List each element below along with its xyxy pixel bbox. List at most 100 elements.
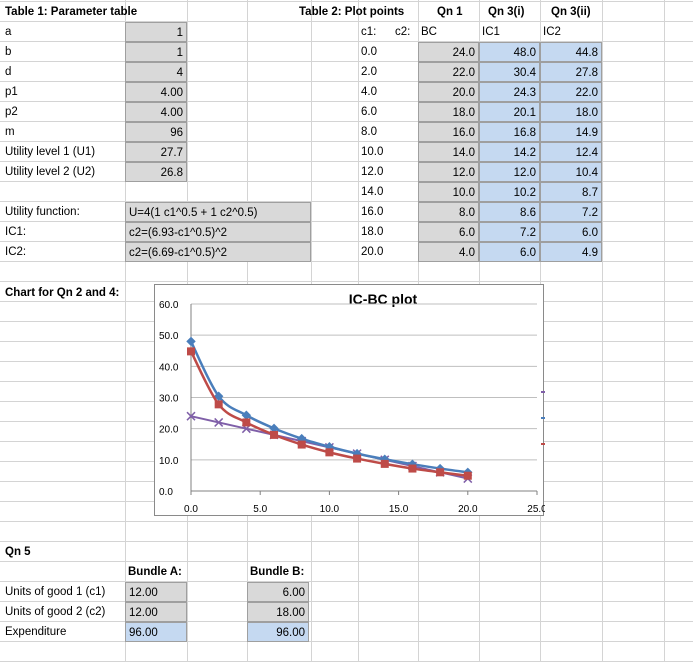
bc-header: BC — [421, 26, 437, 38]
bc-value[interactable]: 20.0 — [418, 82, 479, 102]
param-value-p1[interactable]: 4.00 — [125, 82, 187, 102]
x-tick-label: 0.0 — [184, 504, 198, 515]
gridline-row — [0, 201, 693, 202]
param-value-u1[interactable]: 27.7 — [125, 142, 187, 162]
gridline-col — [602, 0, 603, 661]
ic1-value[interactable]: 24.3 — [479, 82, 540, 102]
ic1-value[interactable]: 7.2 — [479, 222, 540, 242]
ic2-value[interactable]: 44.8 — [540, 42, 602, 62]
bc-value[interactable]: 6.0 — [418, 222, 479, 242]
y-tick-label: 40.0 — [159, 362, 179, 373]
param-label-b: b — [5, 46, 12, 58]
c1-header: c1: — [361, 26, 377, 38]
bc-value[interactable]: 10.0 — [418, 182, 479, 202]
bc-value[interactable]: 22.0 — [418, 62, 479, 82]
param-value-a[interactable]: 1 — [125, 22, 187, 42]
bc-value[interactable]: 14.0 — [418, 142, 479, 162]
ic2-value[interactable]: 4.9 — [540, 242, 602, 262]
ic1-value[interactable]: 14.2 — [479, 142, 540, 162]
ic1-value[interactable]: 6.0 — [479, 242, 540, 262]
data-point-ic2 — [325, 448, 334, 457]
table2-title: Table 2: Plot points — [299, 6, 405, 18]
c1-value[interactable]: 16.0 — [361, 206, 384, 218]
ic2-function-value[interactable]: c2=(6.69-c1^0.5)^2 — [125, 242, 311, 262]
data-point-ic2 — [408, 464, 417, 473]
c1-value[interactable]: 18.0 — [361, 226, 384, 238]
ic1-header: IC1 — [482, 26, 500, 38]
ic1-value[interactable]: 8.6 — [479, 202, 540, 222]
bc-value[interactable]: 16.0 — [418, 122, 479, 142]
bc-value[interactable]: 12.0 — [418, 162, 479, 182]
y-tick-label: 0.0 — [159, 487, 173, 498]
param-value-u2[interactable]: 26.8 — [125, 162, 187, 182]
ic2-value[interactable]: 14.9 — [540, 122, 602, 142]
c1-value[interactable]: 20.0 — [361, 246, 384, 258]
qn1-header: Qn 1 — [437, 6, 463, 18]
ic2-value[interactable]: 18.0 — [540, 102, 602, 122]
bc-value[interactable]: 8.0 — [418, 202, 479, 222]
ic-bc-chart[interactable]: IC-BC plot 0.0 10.0 20.0 30.0 40.0 50.0 60.0 0.… — [154, 284, 545, 516]
bundle-a-expenditure[interactable]: 96.00 — [125, 622, 187, 642]
ic1-value[interactable]: 12.0 — [479, 162, 540, 182]
bc-value[interactable]: 18.0 — [418, 102, 479, 122]
chart-section-label: Chart for Qn 2 and 4: — [5, 287, 120, 299]
ic2-value[interactable]: 7.2 — [540, 202, 602, 222]
param-label-a: a — [5, 26, 12, 38]
data-point-ic2 — [353, 454, 362, 463]
bc-value[interactable]: 4.0 — [418, 242, 479, 262]
ic2-value[interactable]: 27.8 — [540, 62, 602, 82]
c1-value[interactable]: 8.0 — [361, 126, 377, 138]
bundle-a-c2[interactable]: 12.00 — [125, 602, 187, 622]
ic2-value[interactable]: 8.7 — [540, 182, 602, 202]
ic1-value[interactable]: 10.2 — [479, 182, 540, 202]
gridline-row — [0, 241, 693, 242]
x-tick-label: 25.0 — [527, 504, 545, 515]
param-value-m[interactable]: 96 — [125, 122, 187, 142]
c1-value[interactable]: 14.0 — [361, 186, 384, 198]
c1-value[interactable]: 6.0 — [361, 106, 377, 118]
y-tick-label: 50.0 — [159, 331, 179, 342]
c1-value[interactable]: 4.0 — [361, 86, 377, 98]
gridline-row — [0, 281, 693, 282]
param-value-p2[interactable]: 4.00 — [125, 102, 187, 122]
data-point-ic2 — [380, 459, 389, 468]
param-label-u2: Utility level 2 (U2) — [5, 166, 96, 178]
data-point-ic2 — [436, 468, 445, 477]
ic2-value[interactable]: 10.4 — [540, 162, 602, 182]
ic2-value[interactable]: 12.4 — [540, 142, 602, 162]
ic1-function-value[interactable]: c2=(6.93-c1^0.5)^2 — [125, 222, 311, 242]
ic2-header: IC2 — [543, 26, 561, 38]
ic1-value[interactable]: 20.1 — [479, 102, 540, 122]
bc-value[interactable]: 24.0 — [418, 42, 479, 62]
c1-value[interactable]: 0.0 — [361, 46, 377, 58]
c1-value[interactable]: 2.0 — [361, 66, 377, 78]
c1-value[interactable]: 12.0 — [361, 166, 384, 178]
ic1-value[interactable]: 16.8 — [479, 122, 540, 142]
bundle-b-c1[interactable]: 6.00 — [247, 582, 309, 602]
chart-grid — [191, 303, 537, 492]
ic2-value[interactable]: 22.0 — [540, 82, 602, 102]
ic1-value[interactable]: 30.4 — [479, 62, 540, 82]
utility-function-value[interactable]: U=4(1 c1^0.5 + 1 c2^0.5) — [125, 202, 311, 222]
data-point-ic2 — [242, 418, 251, 427]
ic2-value[interactable]: 6.0 — [540, 222, 602, 242]
series-line-ic2 — [189, 350, 468, 477]
chart-canvas: IC-BC plot 0.010.020.030.040.050.060.00.… — [159, 291, 545, 515]
x-tick-label: 10.0 — [320, 504, 340, 515]
gridline-row — [0, 581, 693, 582]
qn3ii-header: Qn 3(ii) — [551, 6, 591, 18]
y-tick-label: 20.0 — [159, 425, 179, 436]
data-point-ic1 — [213, 391, 224, 401]
c1-value[interactable]: 10.0 — [361, 146, 384, 158]
bundle-b-expenditure[interactable]: 96.00 — [247, 622, 309, 642]
param-value-b[interactable]: 1 — [125, 42, 187, 62]
bundle-b-c2[interactable]: 18.00 — [247, 602, 309, 622]
gridline-row — [0, 1, 693, 2]
param-value-d[interactable]: 4 — [125, 62, 187, 82]
data-point-ic2 — [297, 440, 306, 449]
ic1-value[interactable]: 48.0 — [479, 42, 540, 62]
gridline-row — [0, 261, 693, 262]
gridline-row — [0, 101, 693, 102]
bundle-a-c1[interactable]: 12.00 — [125, 582, 187, 602]
